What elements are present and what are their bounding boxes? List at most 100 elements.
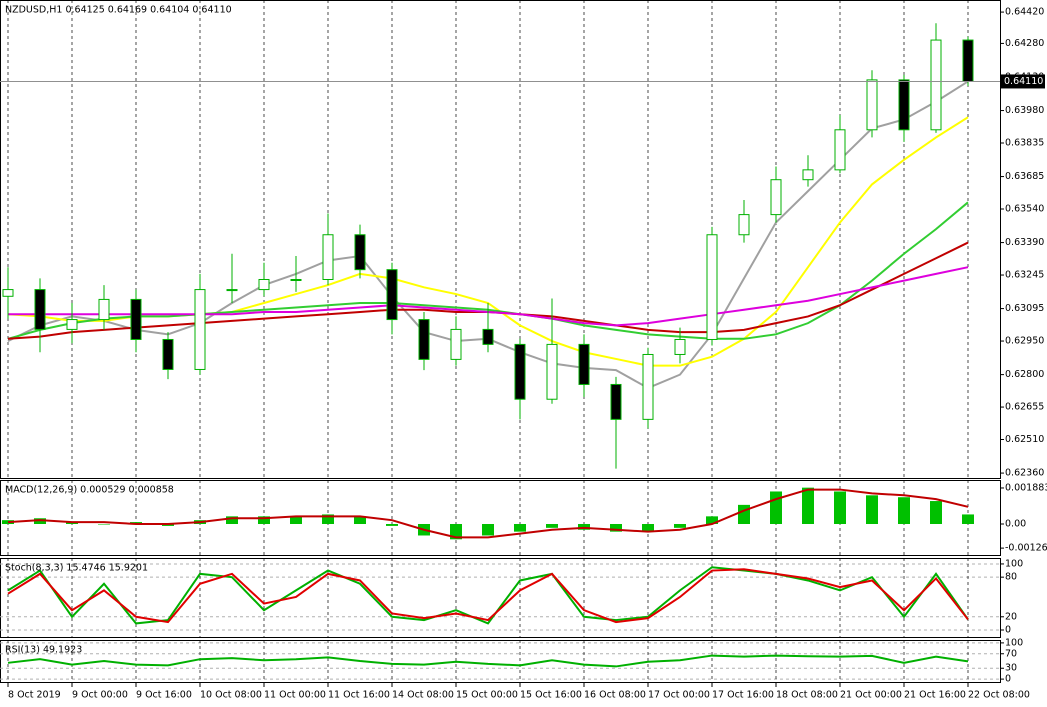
candle-body	[66, 319, 78, 330]
y-tick-label: 0.63245	[1005, 270, 1044, 281]
candle-body	[770, 179, 782, 216]
macd-bar	[290, 516, 302, 525]
x-tick-label: 21 Oct 00:00	[840, 690, 902, 701]
macd-bar	[706, 516, 718, 525]
pane-title: MACD(12,26,9) 0.000529 0.000858	[5, 485, 174, 496]
macd-bar	[546, 524, 558, 528]
macd-bar	[834, 491, 846, 525]
candle-body	[546, 343, 558, 400]
rsi-line	[7, 654, 969, 668]
y-tick-label: 20	[1005, 611, 1017, 622]
candle-body	[930, 39, 942, 131]
y-tick-label: 0.63390	[1005, 237, 1044, 248]
candle-body	[962, 39, 974, 82]
macd-bar	[930, 501, 942, 525]
macd-bar	[354, 516, 366, 525]
macd-bar	[450, 524, 462, 540]
y-tick-label: 0.62655	[1005, 402, 1044, 413]
y-tick-label: 0.62950	[1005, 336, 1044, 347]
macd-bar	[226, 516, 238, 525]
candle-body	[866, 79, 878, 131]
candle-body	[130, 298, 142, 340]
stochastic-line	[7, 568, 969, 624]
candle-body	[194, 289, 206, 370]
candle-body	[834, 129, 846, 171]
macd-bar	[322, 514, 334, 525]
candle-body	[258, 279, 270, 291]
candle-body	[450, 328, 462, 360]
macd-bar	[674, 524, 686, 528]
y-tick-label: 100	[1005, 637, 1023, 648]
macd-bar	[610, 524, 622, 532]
x-tick-label: 11 Oct 00:00	[264, 690, 326, 701]
x-tick-label: 8 Oct 2019	[8, 690, 61, 701]
x-tick-label: 11 Oct 16:00	[328, 690, 390, 701]
y-tick-label: 0.63540	[1005, 204, 1044, 215]
y-tick-label: 0.00	[1005, 519, 1026, 530]
candle-body	[354, 234, 366, 271]
x-tick-label: 15 Oct 16:00	[520, 690, 582, 701]
y-tick-label: -0.00126	[1005, 543, 1047, 554]
y-tick-label: 0	[1005, 624, 1011, 635]
candle-body	[674, 338, 686, 355]
candle-body	[578, 343, 590, 385]
candle-body	[802, 169, 814, 181]
candle-body	[418, 319, 430, 360]
candle-body	[738, 214, 750, 236]
y-tick-label: 0.62800	[1005, 369, 1044, 380]
macd-bar	[514, 524, 526, 532]
pane-title: RSI(13) 49.1923	[5, 645, 82, 656]
x-tick-label: 21 Oct 16:00	[904, 690, 966, 701]
y-tick-label: 0.64420	[1005, 7, 1044, 18]
candle-body	[706, 234, 718, 340]
y-tick-label: 0.63835	[1005, 137, 1044, 148]
current-price-label: 0.64110	[1004, 76, 1043, 87]
pane-title: NZDUSD,H1 0.64125 0.64169 0.64104 0.6411…	[5, 5, 232, 16]
y-tick-label: 0.63685	[1005, 171, 1044, 182]
current-price-box	[1001, 74, 1045, 89]
macd-signal	[7, 488, 969, 539]
candle-body	[514, 343, 526, 400]
candle-body	[610, 383, 622, 420]
macd-bar	[642, 524, 654, 532]
y-tick-label: 100	[1005, 558, 1023, 569]
x-tick-label: 14 Oct 08:00	[392, 690, 454, 701]
macd-bar	[962, 514, 974, 525]
y-tick-label: 0	[1005, 674, 1011, 685]
x-tick-label: 17 Oct 16:00	[712, 690, 774, 701]
candle-body	[162, 338, 174, 370]
candle-body	[226, 289, 238, 292]
y-tick-label: 0.62510	[1005, 434, 1044, 445]
x-tick-label: 9 Oct 16:00	[136, 690, 192, 701]
x-tick-label: 16 Oct 08:00	[584, 690, 646, 701]
x-tick-label: 18 Oct 08:00	[776, 690, 838, 701]
candle-body	[2, 289, 14, 297]
y-tick-label: 70	[1005, 648, 1017, 659]
candle-body	[482, 328, 494, 345]
x-tick-label: 10 Oct 08:00	[200, 690, 262, 701]
macd-bar	[98, 524, 110, 525]
candle-body	[642, 353, 654, 420]
pane-title: Stoch(8,3,3) 15.4746 15.9201	[5, 563, 148, 574]
candle-body	[322, 234, 334, 281]
y-tick-label: 80	[1005, 572, 1017, 583]
y-tick-label: 0.63980	[1005, 105, 1044, 116]
pane-frame	[0, 0, 1001, 479]
candle-body	[898, 79, 910, 131]
candle-body	[290, 279, 302, 282]
y-tick-label: 0.64280	[1005, 38, 1044, 49]
macd-bar	[258, 516, 270, 525]
y-tick-label: 30	[1005, 663, 1017, 674]
x-tick-label: 17 Oct 00:00	[648, 690, 710, 701]
macd-bar	[482, 524, 494, 536]
pane-frame	[0, 558, 1001, 638]
pane-frame	[0, 640, 1001, 683]
stochastic-line	[7, 566, 969, 625]
pane-frame	[0, 480, 1001, 556]
x-tick-label: 9 Oct 00:00	[72, 690, 128, 701]
x-tick-label: 22 Oct 08:00	[968, 690, 1030, 701]
macd-bar	[802, 487, 814, 525]
y-tick-label: 0.63095	[1005, 303, 1044, 314]
candle-body	[386, 269, 398, 321]
